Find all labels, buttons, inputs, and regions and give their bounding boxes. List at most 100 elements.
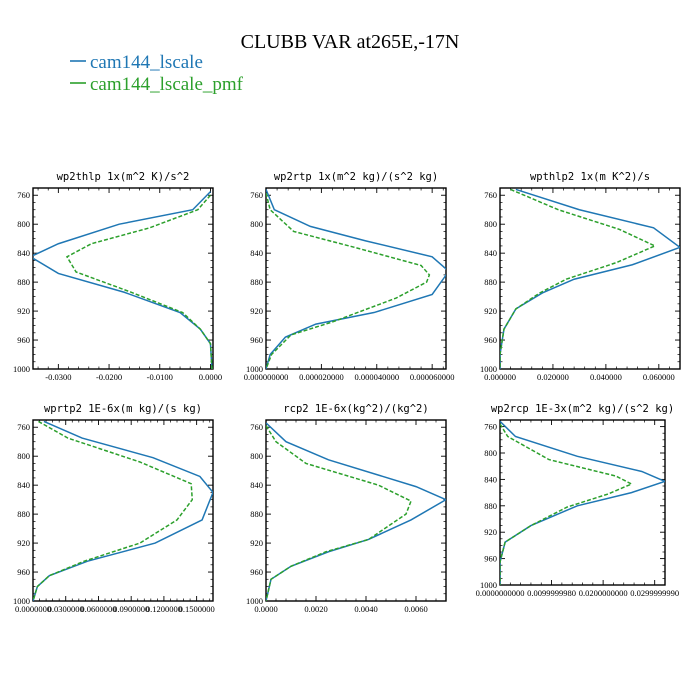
x-tick-label: 0.040000	[590, 372, 622, 382]
panel-title: wp2rcp 1E-3x(m^2 kg)/(s^2 kg)	[491, 403, 674, 415]
y-tick-label: 840	[484, 474, 497, 484]
x-tick-label: -0.0100	[147, 372, 173, 382]
panel-4: wprtp2 1E-6x(m kg)/(s kg) 760 800 840 880 920…	[13, 403, 215, 614]
y-tick-label: 760	[250, 422, 263, 432]
x-tick-label: -0.0300	[45, 372, 71, 382]
panel-6: wp2rcp 1E-3x(m^2 kg)/(s^2 kg) 760 800 840 88…	[476, 403, 680, 598]
x-tick-label: 0.0000	[199, 372, 222, 382]
figure-title: CLUBB VAR at265E,-17N	[241, 31, 460, 53]
x-tick-label: 0.0000000	[15, 604, 51, 614]
series-line-lscale	[500, 420, 665, 585]
y-tick-label: 800	[484, 448, 497, 458]
series-line-lscale-pmf	[65, 194, 213, 369]
x-tick-label: 0.000060000	[410, 372, 455, 382]
legend-label-pmf: cam144_lscale_pmf	[90, 74, 244, 95]
y-tick-label: 960	[250, 567, 263, 577]
series-line-lscale	[500, 188, 680, 369]
y-tick-label: 880	[17, 277, 30, 287]
y-tick-label: 800	[484, 219, 497, 229]
y-tick-label: 840	[484, 248, 497, 258]
x-tick-label: 0.0020	[304, 604, 327, 614]
y-tick-label: 960	[250, 335, 263, 345]
x-tick-label: 0.0000	[254, 604, 277, 614]
x-tick-label: 0.060000	[643, 372, 675, 382]
x-tick-label: 0.1500000	[179, 604, 215, 614]
series-line-lscale-pmf	[266, 425, 412, 601]
x-tick-label: 0.000000000	[244, 372, 289, 382]
x-tick-label: 0.1200000	[146, 604, 182, 614]
x-tick-label: 0.0300000	[48, 604, 84, 614]
y-tick-label: 920	[17, 306, 30, 316]
y-tick-label: 840	[250, 248, 263, 258]
y-tick-label: 960	[17, 335, 30, 345]
panels-group: wp2thlp 1x(m^2 K)/s^2 760 800 840 880 920 960 1…	[13, 171, 681, 614]
y-tick-label: 920	[250, 538, 263, 548]
panel-title: wprtp2 1E-6x(m kg)/(s kg)	[44, 403, 202, 415]
plot-frame	[265, 419, 447, 602]
series-line-lscale-pmf	[266, 192, 431, 369]
x-tick-label: 0.0060	[404, 604, 427, 614]
y-tick-label: 920	[250, 306, 263, 316]
series-line-lscale-pmf	[33, 420, 194, 601]
y-tick-label: 1000	[480, 580, 497, 590]
legend-label-lscale: cam144_lscale	[90, 52, 203, 73]
panel-title: wp2thlp 1x(m^2 K)/s^2	[57, 171, 190, 183]
y-tick-label: 880	[17, 509, 30, 519]
y-tick-label: 840	[250, 480, 263, 490]
series-line-lscale	[266, 189, 446, 369]
y-tick-label: 840	[17, 248, 30, 258]
y-tick-label: 880	[484, 277, 497, 287]
panel-title: wpthlp2 1x(m K^2)/s	[530, 171, 650, 183]
y-tick-label: 880	[250, 509, 263, 519]
y-tick-label: 760	[250, 190, 263, 200]
y-tick-label: 760	[17, 190, 30, 200]
y-tick-label: 1000	[480, 364, 497, 374]
plot-frame	[32, 419, 214, 602]
plot-frame	[499, 187, 681, 370]
y-tick-label: 880	[250, 277, 263, 287]
x-tick-label: 0.0600000	[80, 604, 116, 614]
panel-3: wpthlp2 1x(m K^2)/s 760 800 840 880 920 960 100…	[480, 171, 681, 382]
x-tick-label: 0.0299999990	[630, 588, 679, 598]
y-tick-label: 1000	[13, 364, 30, 374]
legend: cam144_lscale cam144_lscale_pmf	[70, 52, 244, 95]
plot-frame	[32, 187, 214, 370]
series-line-lscale-pmf	[500, 188, 657, 369]
y-tick-label: 800	[250, 219, 263, 229]
y-tick-label: 800	[17, 451, 30, 461]
series-line-lscale	[33, 420, 213, 601]
series-line-lscale	[266, 422, 446, 601]
y-tick-label: 920	[484, 527, 497, 537]
x-tick-label: 0.0000000000	[476, 588, 525, 598]
x-tick-label: 0.000020000	[299, 372, 344, 382]
panel-5: rcp2 1E-6x(kg^2)/(kg^2) 760 800 840 880 920 96…	[246, 403, 447, 614]
y-tick-label: 800	[250, 451, 263, 461]
x-tick-label: 0.020000	[537, 372, 569, 382]
x-tick-label: 0.0900000	[113, 604, 149, 614]
y-tick-label: 800	[17, 219, 30, 229]
x-tick-label: 0.0040	[354, 604, 377, 614]
panel-title: rcp2 1E-6x(kg^2)/(kg^2)	[283, 403, 428, 415]
y-tick-label: 1000	[13, 596, 30, 606]
y-tick-label: 760	[484, 190, 497, 200]
panel-2: wp2rtp 1x(m^2 kg)/(s^2 kg) 760 800 840 880 92…	[244, 171, 455, 382]
y-tick-label: 840	[17, 480, 30, 490]
panel-title: wp2rtp 1x(m^2 kg)/(s^2 kg)	[274, 171, 438, 183]
x-tick-label: 0.0099999980	[527, 588, 576, 598]
y-tick-label: 920	[17, 538, 30, 548]
x-tick-label: 0.0200000000	[579, 588, 628, 598]
y-tick-label: 960	[484, 554, 497, 564]
x-tick-label: -0.0200	[96, 372, 122, 382]
plot-frame	[265, 187, 447, 370]
y-tick-label: 1000	[246, 596, 263, 606]
y-tick-label: 760	[17, 422, 30, 432]
panel-1: wp2thlp 1x(m^2 K)/s^2 760 800 840 880 920 960 1…	[13, 171, 222, 382]
y-tick-label: 760	[484, 422, 497, 432]
y-tick-label: 960	[484, 335, 497, 345]
series-line-lscale-pmf	[500, 423, 634, 585]
y-tick-label: 960	[17, 567, 30, 577]
y-tick-label: 880	[484, 501, 497, 511]
y-tick-label: 1000	[246, 364, 263, 374]
y-tick-label: 920	[484, 306, 497, 316]
